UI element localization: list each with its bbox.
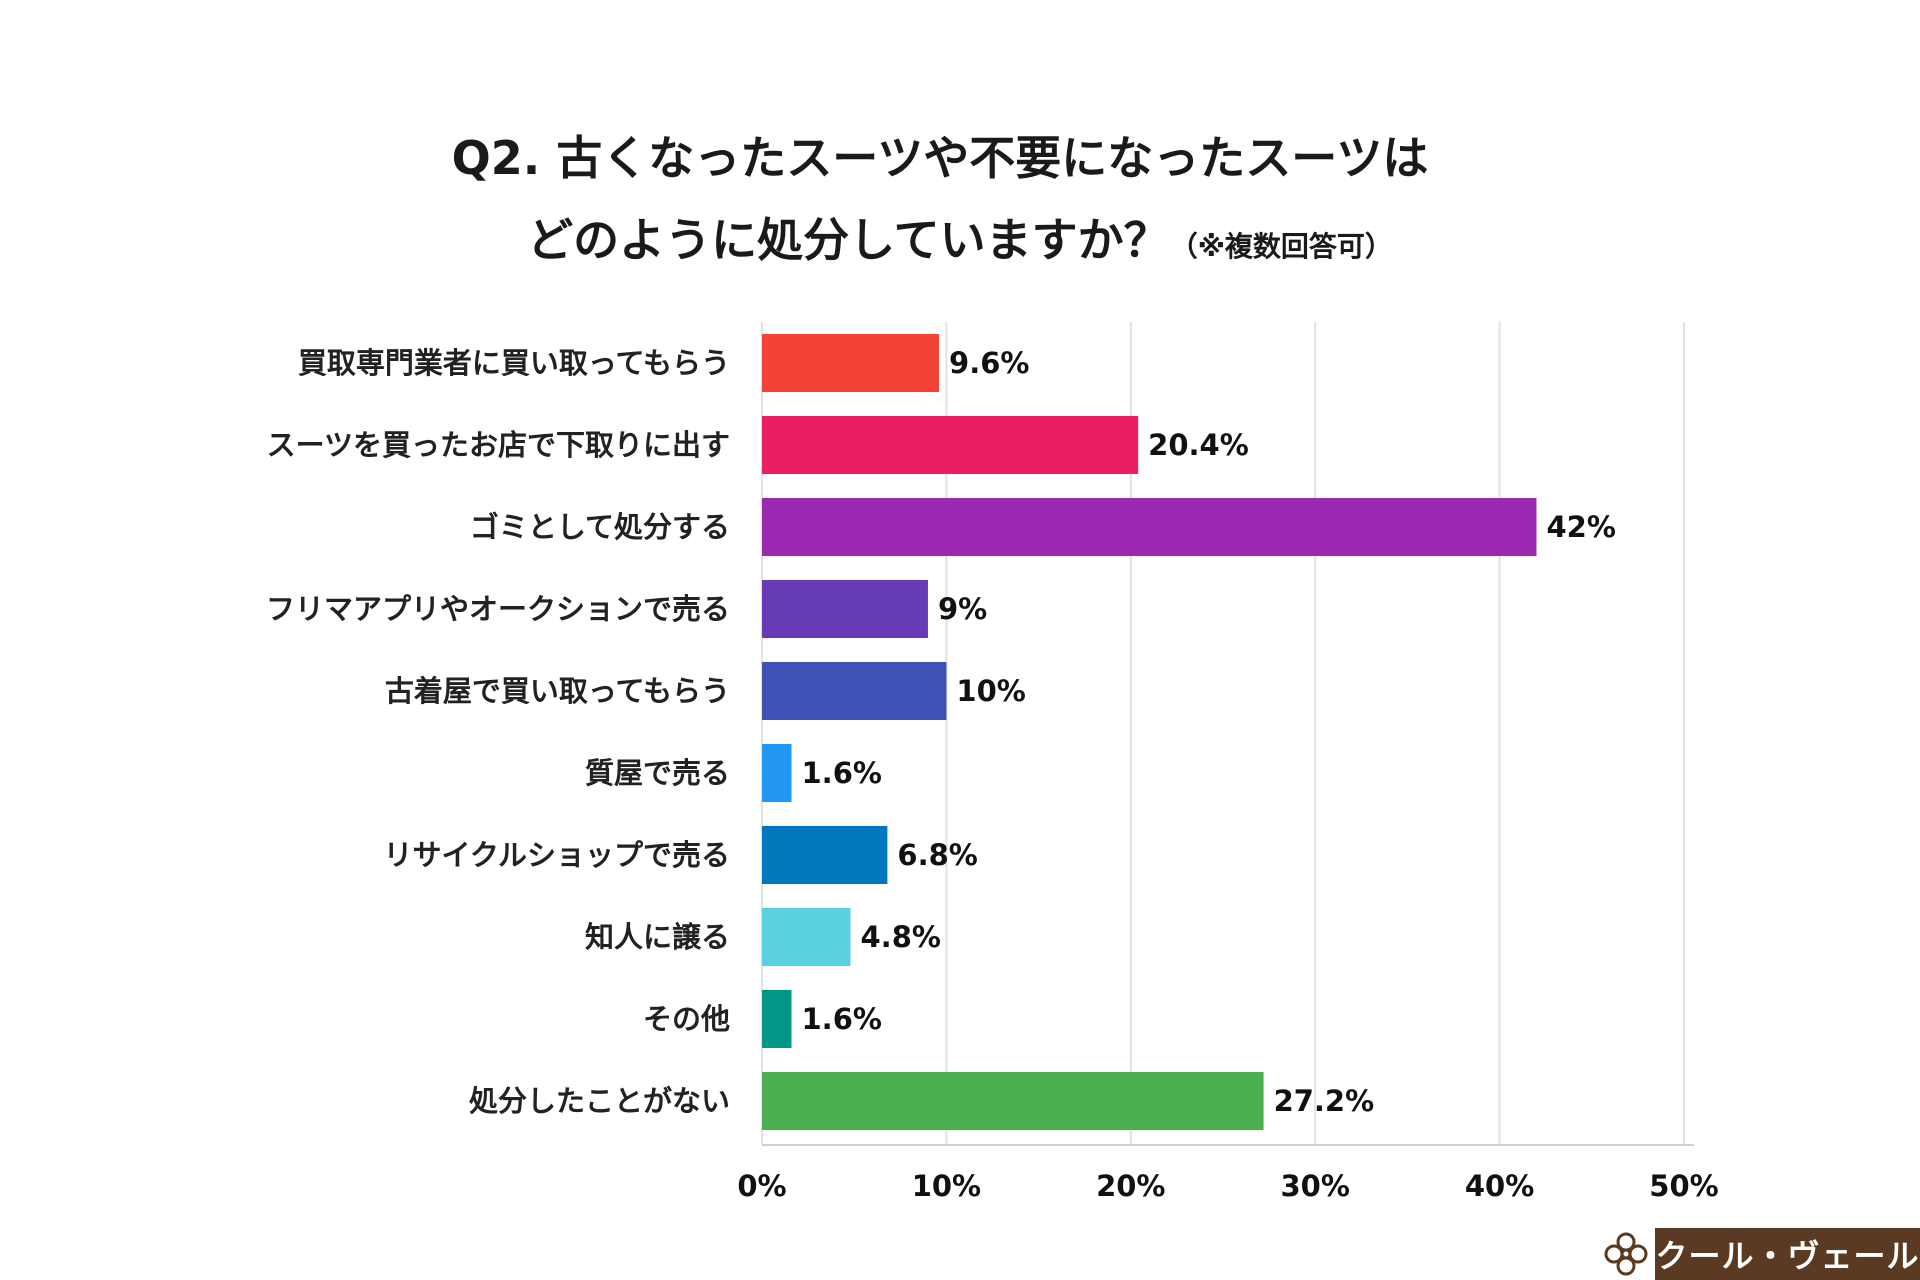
ornament-icon (1597, 1228, 1655, 1280)
bar (762, 498, 1537, 556)
x-tick-label: 0% (737, 1169, 786, 1203)
category-label: リサイクルショップで売る (383, 838, 730, 872)
x-tick-label: 10% (912, 1169, 981, 1203)
category-label: 知人に譲る (585, 920, 730, 954)
category-label: 処分したことがない (469, 1084, 730, 1118)
value-label: 1.6% (802, 756, 882, 790)
x-tick-label: 20% (1096, 1169, 1165, 1203)
value-label: 4.8% (861, 920, 941, 954)
x-axis-ticks: 0% 10% 20% 30% 40% 50% (737, 1169, 1718, 1203)
brand-logo: クール・ヴェール (1597, 1228, 1920, 1280)
value-label: 6.8% (897, 838, 977, 872)
brand-name: クール・ヴェール (1655, 1228, 1920, 1280)
bar (762, 662, 947, 720)
title-line-1: Q2. 古くなったスーツや不要になったスーツは (451, 131, 1429, 185)
chart-title: Q2. 古くなったスーツや不要になったスーツは どのように処分していますか？（※… (0, 128, 1920, 277)
value-label: 42% (1546, 510, 1615, 544)
category-label: スーツを買ったお店で下取りに出す (267, 428, 730, 462)
x-tick-label: 40% (1465, 1169, 1534, 1203)
bar (762, 826, 888, 884)
category-labels: 買取専門業者に買い取ってもらうスーツを買ったお店で下取りに出すゴミとして処分する… (266, 346, 730, 1118)
value-label: 27.2% (1274, 1084, 1375, 1118)
category-label: 古着屋で買い取ってもらう (385, 674, 730, 708)
value-labels: 9.6% 20.4% 42% 9% 10% 1.6% 6.8% 4.8% 1.6% 27.2% (802, 346, 1616, 1118)
bar (762, 334, 940, 392)
category-label: フリマアプリやオークションで売る (266, 592, 730, 626)
x-tick-label: 30% (1280, 1169, 1349, 1203)
title-line-2-text: どのように処分していますか？ (527, 213, 1170, 267)
bar (762, 1072, 1264, 1130)
category-label: ゴミとして処分する (470, 510, 730, 544)
category-label: 買取専門業者に買い取ってもらう (298, 346, 730, 380)
x-tick-label: 50% (1649, 1169, 1718, 1203)
title-note: （※複数回答可） (1169, 230, 1393, 263)
value-label: 9% (938, 592, 987, 626)
bar (762, 416, 1139, 474)
value-label: 9.6% (949, 346, 1029, 380)
category-label: その他 (643, 1002, 730, 1036)
value-label: 1.6% (802, 1002, 882, 1036)
bar (762, 990, 792, 1048)
value-label: 10% (956, 674, 1025, 708)
category-label: 質屋で売る (585, 756, 730, 790)
bar (762, 744, 792, 802)
bar (762, 580, 928, 638)
value-label: 20.4% (1148, 428, 1249, 462)
bar (762, 908, 851, 966)
title-line-2: どのように処分していますか？（※複数回答可） (0, 210, 1920, 277)
bars (762, 334, 1537, 1130)
